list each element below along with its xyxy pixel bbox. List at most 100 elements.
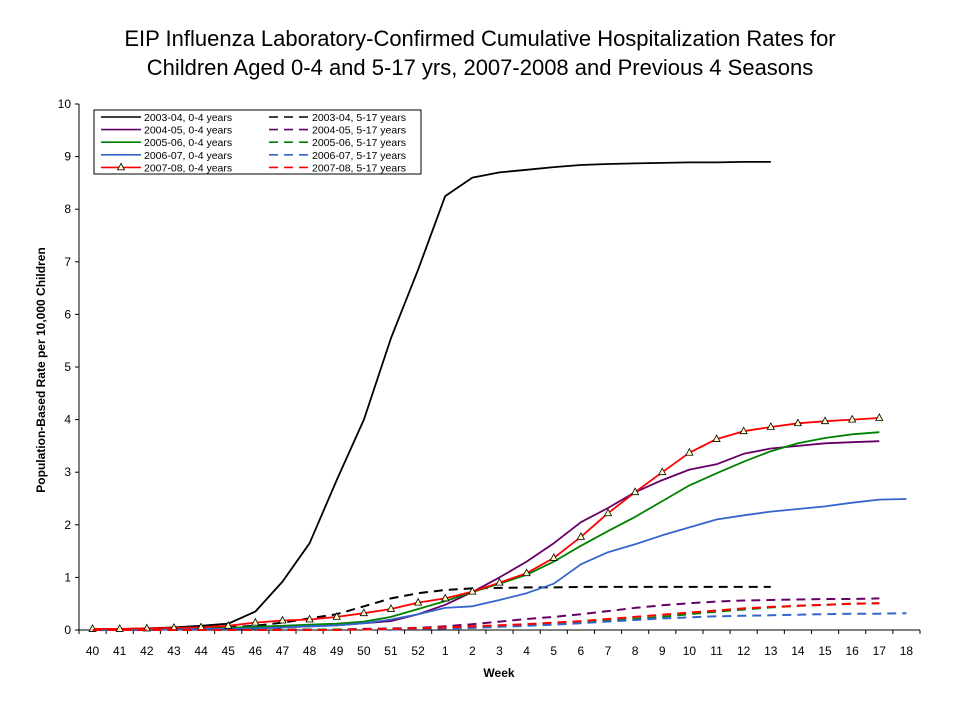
- x-tick-label: 51: [384, 644, 398, 658]
- data-point: [688, 602, 690, 604]
- data-point: [118, 629, 120, 631]
- y-tick-label: 3: [64, 465, 71, 479]
- series-8: [88, 413, 884, 632]
- series-line: [92, 498, 907, 631]
- data-point: [308, 542, 310, 544]
- x-tick-label: 2: [469, 644, 476, 658]
- data-point: [305, 614, 314, 623]
- data-point: [553, 586, 555, 588]
- x-tick-label: 44: [194, 644, 208, 658]
- data-point: [739, 426, 748, 435]
- series-line: [92, 597, 880, 631]
- data-point: [553, 616, 555, 618]
- data-point: [580, 613, 582, 615]
- data-point: [634, 607, 636, 609]
- x-tick-label: 42: [140, 644, 154, 658]
- data-point: [254, 629, 256, 631]
- legend-item: 2007-08, 0-4 years: [101, 162, 232, 174]
- y-tick-label: 7: [64, 255, 71, 269]
- legend-item: 2006-07, 0-4 years: [101, 150, 232, 162]
- x-tick-label: 43: [167, 644, 181, 658]
- data-point: [688, 526, 690, 528]
- data-point: [498, 599, 500, 601]
- data-point: [742, 453, 744, 455]
- data-point: [498, 620, 500, 622]
- data-point: [742, 161, 744, 163]
- data-point: [715, 463, 717, 465]
- data-point: [522, 568, 531, 577]
- data-point: [363, 622, 365, 624]
- series-6: [92, 498, 907, 631]
- x-tick-label: 12: [737, 644, 751, 658]
- x-tick-label: 40: [86, 644, 100, 658]
- data-point: [227, 629, 229, 631]
- data-point: [603, 508, 613, 517]
- legend-label: 2004-05, 5-17 years: [312, 125, 406, 137]
- x-tick-label: 6: [578, 644, 585, 658]
- data-point: [824, 505, 826, 507]
- data-point: [553, 624, 555, 626]
- data-point: [386, 604, 396, 612]
- data-point: [607, 530, 609, 532]
- data-point: [770, 450, 772, 452]
- data-point: [770, 586, 772, 588]
- data-point: [742, 586, 744, 588]
- x-tick-label: 52: [411, 644, 425, 658]
- x-tick-label: 10: [683, 644, 697, 658]
- data-point: [878, 612, 880, 614]
- data-point: [336, 629, 338, 631]
- chart-title-line-2: Children Aged 0-4 and 5-17 yrs, 2007-200…: [146, 55, 814, 80]
- data-point: [797, 442, 799, 444]
- series-line: [92, 160, 771, 631]
- x-tick-label: 7: [605, 644, 612, 658]
- data-point: [661, 500, 663, 502]
- data-point: [770, 510, 772, 512]
- data-point: [797, 508, 799, 510]
- series-line: [92, 585, 771, 631]
- data-point: [685, 447, 694, 456]
- x-tick-label: 45: [222, 644, 236, 658]
- legend-label: 2006-07, 5-17 years: [312, 150, 406, 162]
- data-point: [688, 616, 690, 618]
- legend-label: 2007-08, 5-17 years: [312, 162, 406, 174]
- data-point: [712, 434, 721, 442]
- data-point: [770, 614, 772, 616]
- data-point: [851, 433, 853, 435]
- data-point: [742, 615, 744, 617]
- legend-label: 2005-06, 5-17 years: [312, 137, 406, 149]
- legend-label: 2006-07, 0-4 years: [144, 150, 232, 162]
- x-tick-label: 49: [330, 644, 344, 658]
- series-1: [92, 585, 772, 631]
- data-point: [630, 487, 640, 496]
- data-point: [851, 441, 853, 443]
- legend-label: 2004-05, 0-4 years: [144, 125, 232, 137]
- data-point: [851, 598, 853, 600]
- data-point: [413, 597, 423, 606]
- data-point: [525, 618, 527, 620]
- data-point: [91, 629, 93, 631]
- data-point: [390, 337, 392, 339]
- y-tick-label: 2: [64, 518, 71, 532]
- x-tick-label: 5: [550, 644, 557, 658]
- series-line: [92, 431, 880, 631]
- data-point: [634, 586, 636, 588]
- chart-title-line-1: EIP Influenza Laboratory-Confirmed Cumul…: [124, 26, 836, 51]
- data-point: [580, 545, 582, 547]
- x-tick-label: 11: [710, 644, 723, 658]
- data-point: [580, 622, 582, 624]
- legend-label: 2005-06, 0-4 years: [144, 137, 232, 149]
- data-point: [525, 623, 527, 625]
- data-point: [661, 614, 663, 616]
- data-point: [742, 460, 744, 462]
- legend-item: 2004-05, 5-17 years: [269, 125, 406, 137]
- series-layer: [88, 160, 907, 632]
- data-point: [770, 599, 772, 601]
- y-tick-label: 5: [64, 360, 71, 374]
- data-point: [793, 418, 803, 427]
- data-point: [766, 422, 775, 430]
- legend-item: 2003-04, 0-4 years: [101, 112, 232, 124]
- data-point: [607, 620, 609, 622]
- data-point: [553, 583, 555, 585]
